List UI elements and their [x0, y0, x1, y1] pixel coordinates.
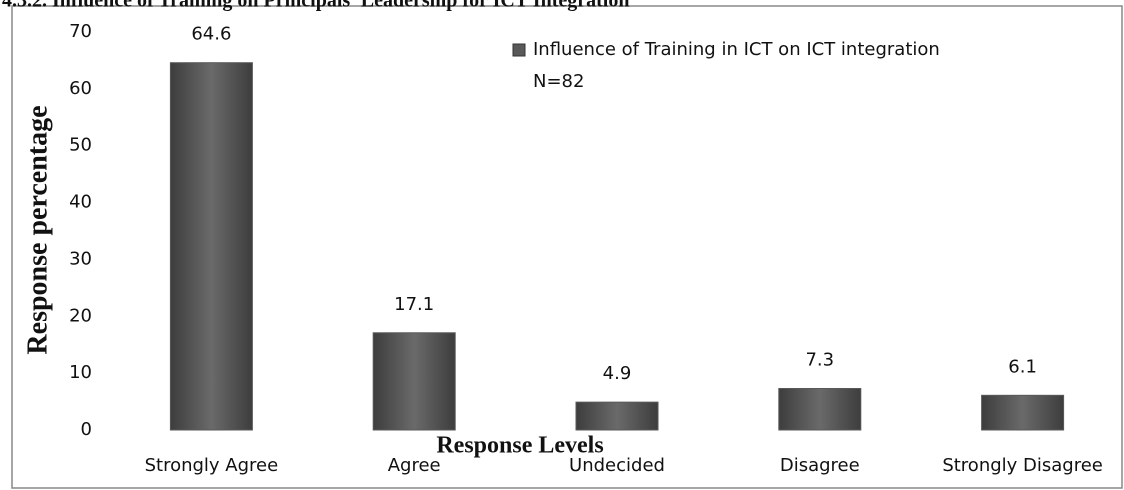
x-axis-title: Response Levels [436, 433, 603, 459]
data-label: 6.1 [1008, 356, 1037, 377]
y-tick-label: 50 [69, 135, 92, 156]
y-tick-label: 30 [69, 248, 92, 269]
annotation: N=82 [533, 71, 584, 92]
bar [778, 387, 862, 431]
data-label: 7.3 [805, 349, 834, 370]
x-tick-label: Agree [388, 455, 441, 476]
x-tick-label: Disagree [780, 455, 860, 476]
legend-swatch [512, 43, 526, 57]
legend-label: Influence of Training in ICT on ICT inte… [533, 39, 940, 60]
data-label: 4.9 [603, 363, 632, 384]
x-tick-label: Undecided [569, 455, 665, 476]
x-tick-label: Strongly Agree [145, 455, 279, 476]
y-tick-label: 0 [81, 419, 92, 440]
bar [372, 332, 456, 431]
data-label: 64.6 [191, 24, 231, 45]
bar [169, 62, 253, 431]
y-tick-label: 40 [69, 192, 92, 213]
y-tick-label: 10 [69, 362, 92, 383]
y-tick-label: 70 [69, 21, 92, 42]
y-tick-label: 20 [69, 305, 92, 326]
x-tick-label: Strongly Disagree [942, 455, 1103, 476]
chart-frame [11, 5, 1123, 489]
y-tick-label: 60 [69, 78, 92, 99]
y-axis-title: Response percentage [22, 105, 53, 354]
bar [981, 394, 1065, 431]
bar [575, 401, 659, 431]
data-label: 17.1 [394, 294, 434, 315]
chart-title: 4.3.2. Influence of Training on Principa… [2, 0, 629, 12]
